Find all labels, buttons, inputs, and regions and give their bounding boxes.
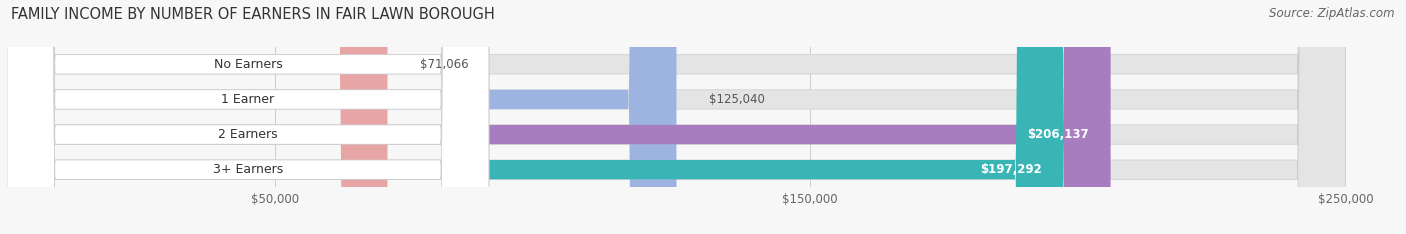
FancyBboxPatch shape [7, 0, 1346, 234]
FancyBboxPatch shape [7, 0, 1346, 234]
FancyBboxPatch shape [7, 0, 1346, 234]
Text: $206,137: $206,137 [1028, 128, 1090, 141]
FancyBboxPatch shape [7, 0, 1111, 234]
Text: $71,066: $71,066 [419, 58, 468, 71]
Text: Source: ZipAtlas.com: Source: ZipAtlas.com [1270, 7, 1395, 20]
FancyBboxPatch shape [7, 0, 1063, 234]
Text: 2 Earners: 2 Earners [218, 128, 278, 141]
FancyBboxPatch shape [7, 0, 1346, 234]
FancyBboxPatch shape [7, 0, 489, 234]
Text: No Earners: No Earners [214, 58, 283, 71]
Text: $197,292: $197,292 [980, 163, 1042, 176]
FancyBboxPatch shape [7, 0, 489, 234]
FancyBboxPatch shape [7, 0, 388, 234]
Text: $125,040: $125,040 [709, 93, 765, 106]
Text: 1 Earner: 1 Earner [221, 93, 274, 106]
Text: 3+ Earners: 3+ Earners [212, 163, 283, 176]
FancyBboxPatch shape [7, 0, 489, 234]
FancyBboxPatch shape [7, 0, 676, 234]
Text: FAMILY INCOME BY NUMBER OF EARNERS IN FAIR LAWN BOROUGH: FAMILY INCOME BY NUMBER OF EARNERS IN FA… [11, 7, 495, 22]
FancyBboxPatch shape [7, 0, 489, 234]
